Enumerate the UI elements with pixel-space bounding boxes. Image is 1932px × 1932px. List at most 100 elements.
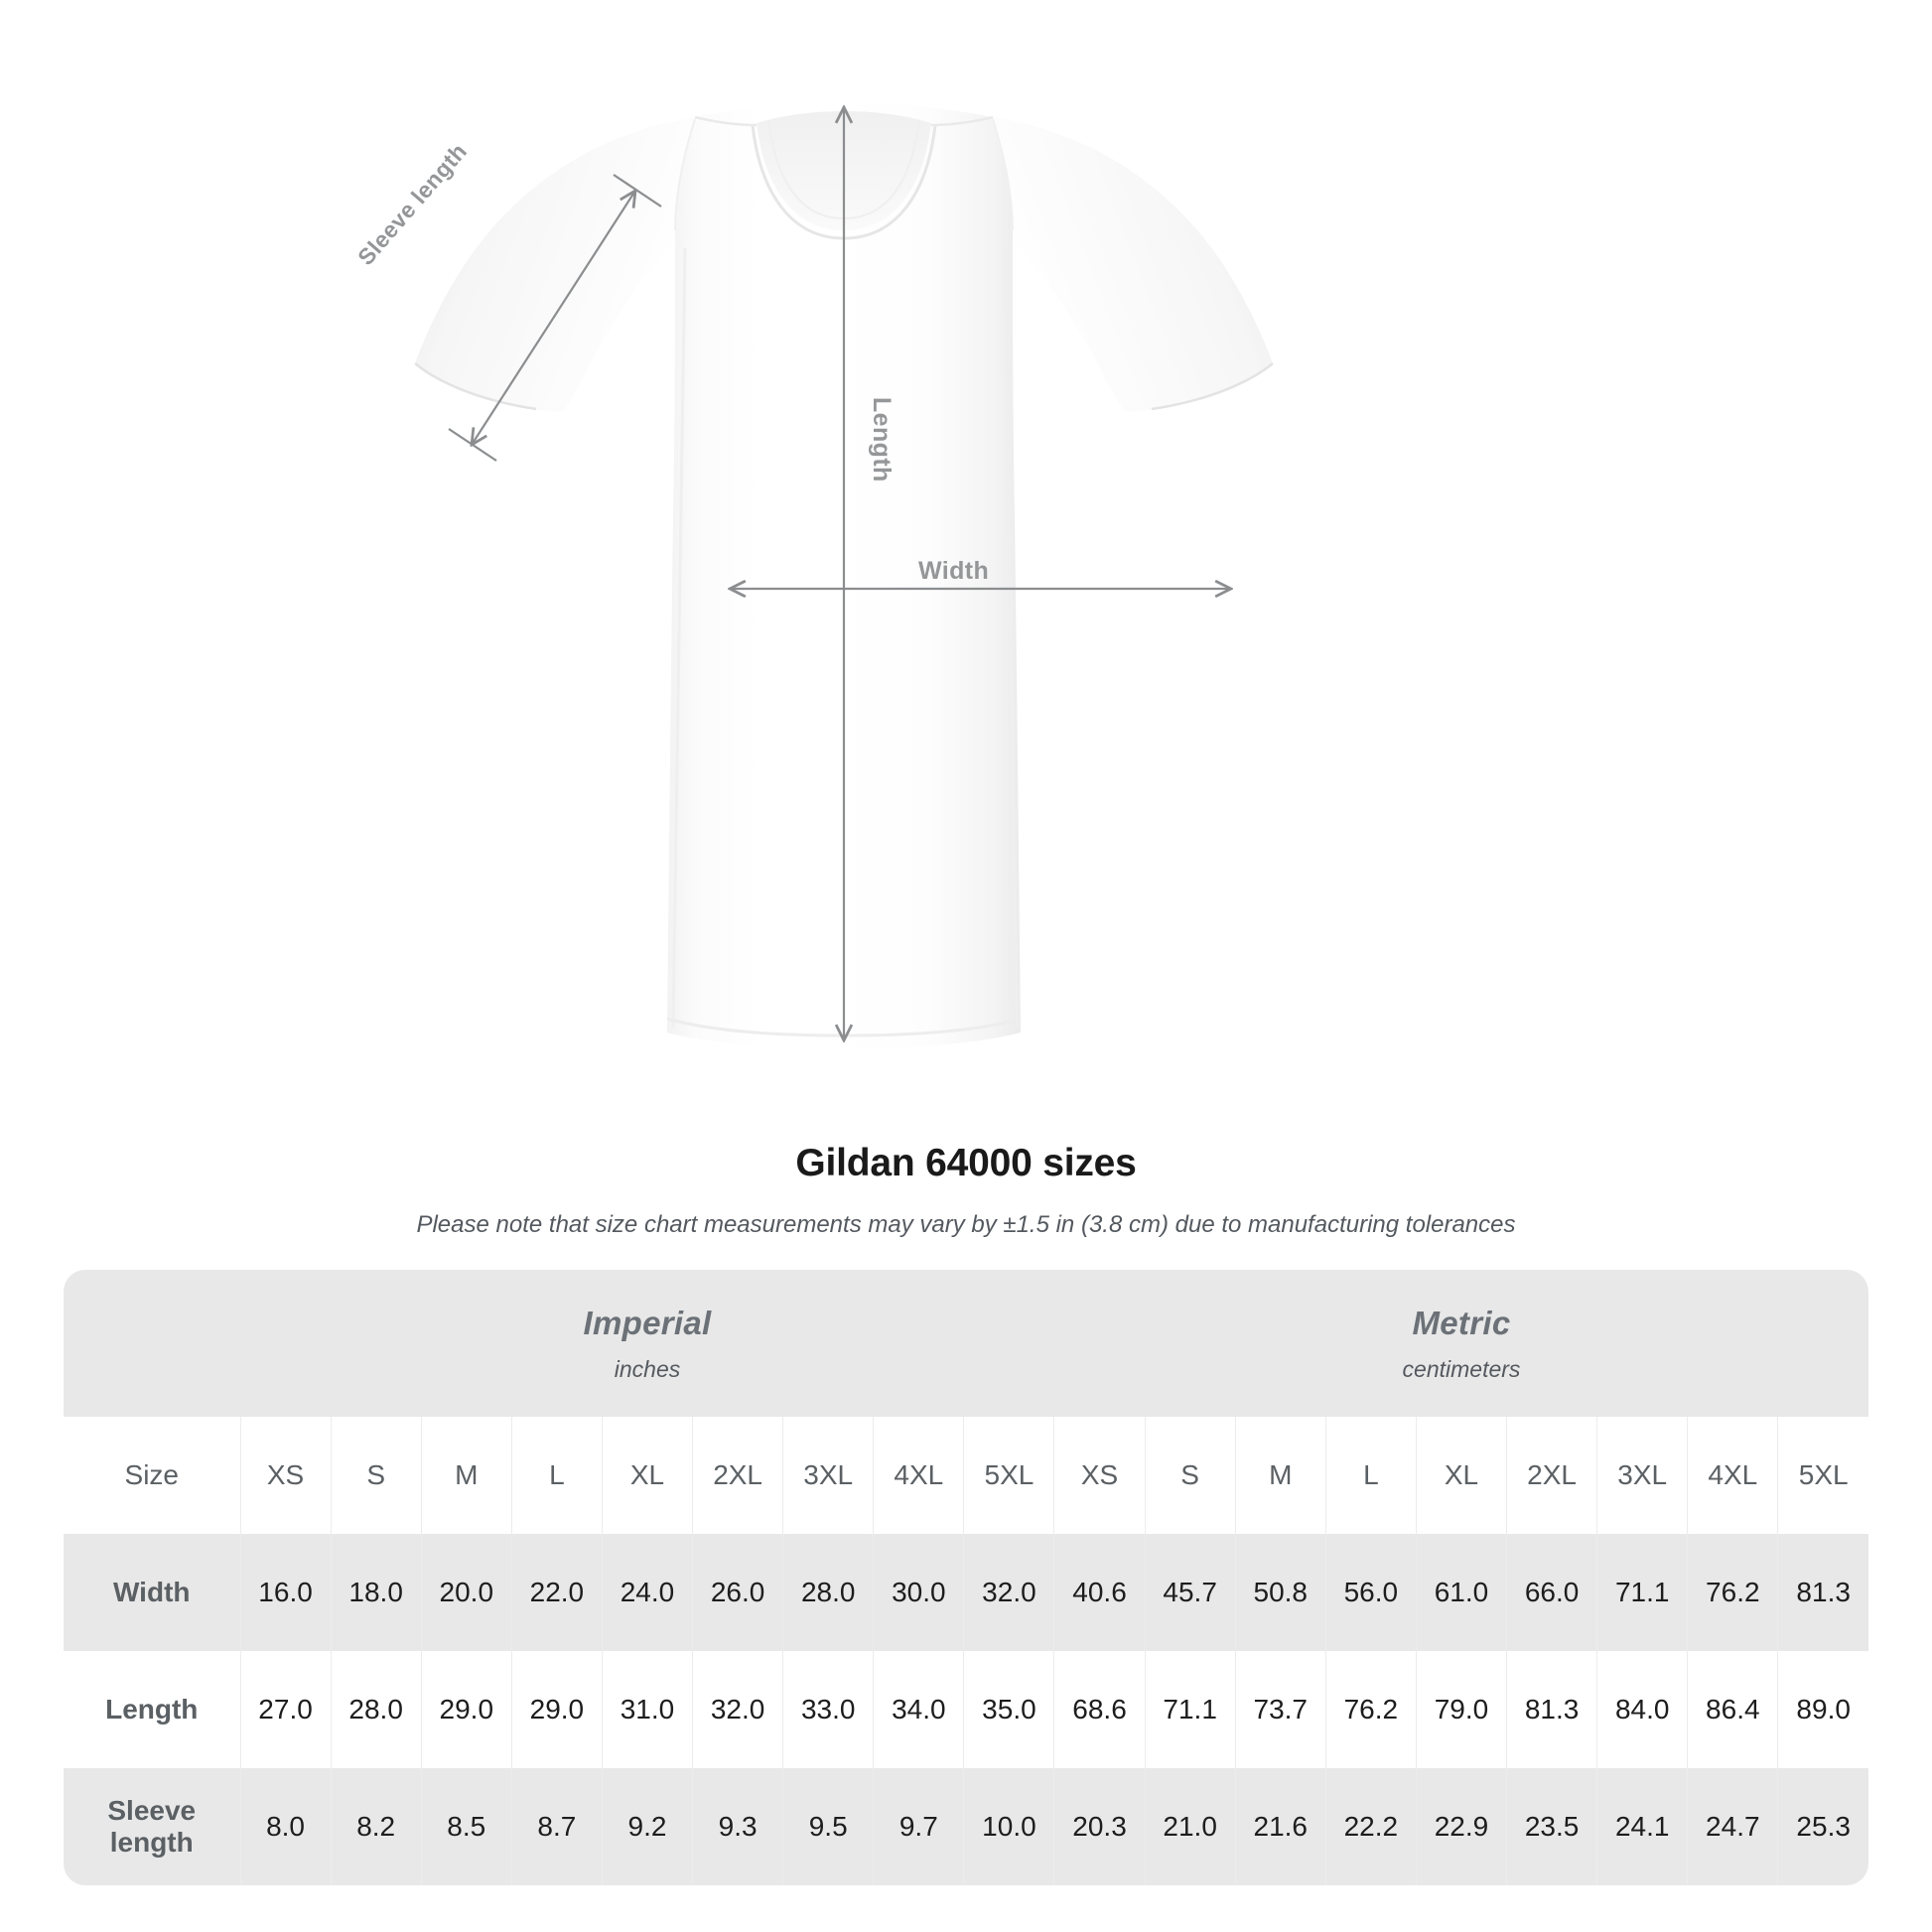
- table-cell: 8.7: [510, 1768, 603, 1885]
- table-cell: 20.3: [1053, 1768, 1146, 1885]
- table-cell: 9.3: [692, 1768, 783, 1885]
- size-header-cell: M: [420, 1417, 512, 1534]
- tolerance-note: Please note that size chart measurements…: [416, 1211, 1516, 1238]
- table-cell: 76.2: [1324, 1651, 1417, 1768]
- table-cell: 31.0: [601, 1651, 693, 1768]
- table-cell: 68.6: [1053, 1651, 1146, 1768]
- table-cell: 8.2: [330, 1768, 422, 1885]
- tshirt-illustration: [414, 103, 1274, 1048]
- size-header-cell: S: [1144, 1417, 1236, 1534]
- table-cell: 33.0: [782, 1651, 874, 1768]
- size-header-cell: 4XL: [873, 1417, 964, 1534]
- table-cell: 24.7: [1687, 1768, 1778, 1885]
- table-cell: 26.0: [692, 1534, 783, 1651]
- table-cell: 16.0: [239, 1534, 332, 1651]
- sleeve-arrow: [472, 191, 635, 445]
- measurement-guides: [448, 107, 1231, 1040]
- table-cell: 24.1: [1596, 1768, 1688, 1885]
- size-header-cell: XL: [1415, 1417, 1507, 1534]
- width-label: Width: [918, 557, 990, 585]
- table-cell: 79.0: [1415, 1651, 1507, 1768]
- table-cell: 18.0: [330, 1534, 422, 1651]
- table-cell: 71.1: [1144, 1651, 1236, 1768]
- table-cell: 56.0: [1324, 1534, 1417, 1651]
- size-header-cell: 2XL: [1506, 1417, 1597, 1534]
- sleeve-tick-top: [613, 174, 662, 207]
- table-cell: 30.0: [873, 1534, 964, 1651]
- table-cell: 28.0: [782, 1534, 874, 1651]
- table-cell: 32.0: [692, 1651, 783, 1768]
- size-header-cell: L: [510, 1417, 603, 1534]
- table-cell: 84.0: [1596, 1651, 1688, 1768]
- size-header-cell: L: [1324, 1417, 1417, 1534]
- table-cell: 86.4: [1687, 1651, 1778, 1768]
- table-cell: 34.0: [873, 1651, 964, 1768]
- table-cell: 22.9: [1415, 1768, 1507, 1885]
- table-cell: 61.0: [1415, 1534, 1507, 1651]
- table-cell: 50.8: [1234, 1534, 1326, 1651]
- table-cell: 20.0: [420, 1534, 512, 1651]
- size-header-cell: S: [330, 1417, 422, 1534]
- size-header-cell: 2XL: [692, 1417, 783, 1534]
- tshirt-diagram: Sleeve length Length Width: [352, 103, 1274, 1048]
- unit-group-metric-name: Metric: [1412, 1304, 1511, 1341]
- size-header-row: Size XS S M L XL 2XL 3XL 4XL 5XL XS S M …: [64, 1417, 1868, 1534]
- table-row: Sleeve length 8.0 8.2 8.5 8.7 9.2 9.3 9.…: [64, 1768, 1868, 1885]
- size-header-cell: XS: [239, 1417, 332, 1534]
- size-header-cell: XL: [601, 1417, 693, 1534]
- table-cell: 24.0: [601, 1534, 693, 1651]
- size-header-cell: 3XL: [782, 1417, 874, 1534]
- table-cell: 9.5: [782, 1768, 874, 1885]
- table-cell: 28.0: [330, 1651, 422, 1768]
- row-label-width: Width: [64, 1534, 240, 1651]
- table-cell: 32.0: [963, 1534, 1054, 1651]
- table-cell: 21.6: [1234, 1768, 1326, 1885]
- table-cell: 29.0: [510, 1651, 603, 1768]
- table-cell: 40.6: [1053, 1534, 1146, 1651]
- table-cell: 8.5: [420, 1768, 512, 1885]
- table-cell: 35.0: [963, 1651, 1054, 1768]
- unit-group-imperial-name: Imperial: [583, 1304, 712, 1341]
- sleeve-tick-bottom: [448, 428, 497, 462]
- unit-group-metric: Metric centimeters: [1053, 1270, 1868, 1417]
- table-cell: 10.0: [963, 1768, 1054, 1885]
- heading-block: Gildan 64000 sizes Please note that size…: [0, 1142, 1932, 1239]
- size-header-cell: 4XL: [1687, 1417, 1778, 1534]
- table-cell: 71.1: [1596, 1534, 1688, 1651]
- size-header-cell: 3XL: [1596, 1417, 1688, 1534]
- size-header-cell: XS: [1053, 1417, 1146, 1534]
- table-row: Length 27.0 28.0 29.0 29.0 31.0 32.0 33.…: [64, 1651, 1868, 1768]
- row-label-length: Length: [64, 1651, 240, 1768]
- length-label: Length: [868, 397, 896, 483]
- size-header-label: Size: [64, 1417, 240, 1534]
- table-cell: 73.7: [1234, 1651, 1326, 1768]
- table-cell: 45.7: [1144, 1534, 1236, 1651]
- unit-group-row: Imperial inches Metric centimeters: [64, 1270, 1868, 1417]
- table-cell: 8.0: [239, 1768, 332, 1885]
- table-cell: 9.7: [873, 1768, 964, 1885]
- table-cell: 22.0: [510, 1534, 603, 1651]
- table-cell: 9.2: [601, 1768, 693, 1885]
- size-chart-table-wrapper: Imperial inches Metric centimeters Size …: [64, 1270, 1868, 1885]
- unit-row-spacer: [64, 1270, 240, 1417]
- page-title: Gildan 64000 sizes: [795, 1142, 1137, 1184]
- unit-group-imperial: Imperial inches: [240, 1270, 1054, 1417]
- table-row: Width 16.0 18.0 20.0 22.0 24.0 26.0 28.0…: [64, 1534, 1868, 1651]
- table-cell: 66.0: [1506, 1534, 1597, 1651]
- table-cell: 25.3: [1777, 1768, 1868, 1885]
- table-cell: 29.0: [420, 1651, 512, 1768]
- size-header-cell: 5XL: [963, 1417, 1054, 1534]
- table-cell: 81.3: [1506, 1651, 1597, 1768]
- table-cell: 23.5: [1506, 1768, 1597, 1885]
- size-header-cell: 5XL: [1777, 1417, 1868, 1534]
- table-cell: 27.0: [239, 1651, 332, 1768]
- table-cell: 89.0: [1777, 1651, 1868, 1768]
- table-cell: 21.0: [1144, 1768, 1236, 1885]
- size-header-cell: M: [1234, 1417, 1326, 1534]
- size-chart-table: Imperial inches Metric centimeters Size …: [64, 1270, 1868, 1885]
- table-cell: 76.2: [1687, 1534, 1778, 1651]
- table-cell: 81.3: [1777, 1534, 1868, 1651]
- unit-group-metric-sub: centimeters: [1402, 1355, 1521, 1382]
- unit-group-imperial-sub: inches: [614, 1355, 681, 1382]
